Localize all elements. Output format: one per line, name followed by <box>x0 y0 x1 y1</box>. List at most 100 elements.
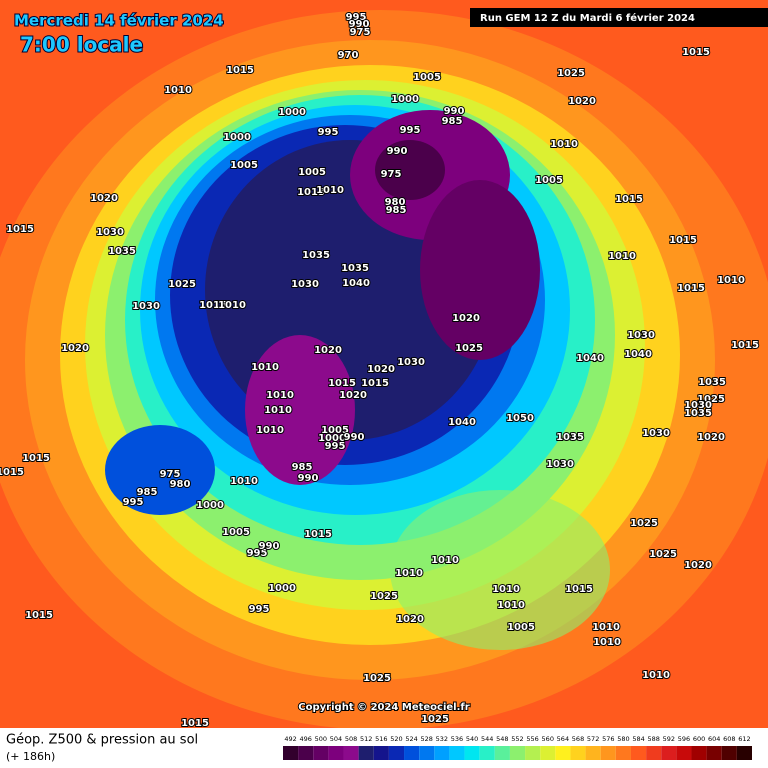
isobar-label: 1020 <box>339 390 367 401</box>
isobar-label: 1005 <box>230 160 258 171</box>
colorbar-tick: 528 <box>421 735 433 743</box>
isobar-label: 1010 <box>266 390 294 401</box>
colorbar-tick: 512 <box>360 735 372 743</box>
isobar-label: 1010 <box>164 85 192 96</box>
isobar-label: 1015 <box>297 187 325 198</box>
colorbar-tick: 584 <box>632 735 644 743</box>
colorbar-swatch <box>388 746 405 760</box>
isobar-label: 1025 <box>630 518 658 529</box>
run-info: Run GEM 12 Z du Mardi 6 février 2024 <box>480 12 695 24</box>
isobar-label: 985 <box>292 462 313 473</box>
isobar-label: 1015 <box>181 718 209 729</box>
isobar-label: 1010 <box>316 185 344 196</box>
isobar-label: 990 <box>387 146 408 157</box>
colorbar-swatch <box>555 746 571 760</box>
isobar-label: 1010 <box>608 251 636 262</box>
isobar-label: 1020 <box>684 560 712 571</box>
isobar-label: 995 <box>249 604 270 615</box>
colorbar-swatch <box>298 746 314 760</box>
colorbar-swatch <box>373 746 389 760</box>
isobar-label: 975 <box>381 169 402 180</box>
isobar-label: 990 <box>259 541 280 552</box>
colorbar-swatch <box>449 746 465 760</box>
isobar-label: 1010 <box>550 139 578 150</box>
colorbar-tick: 564 <box>557 735 569 743</box>
isobar-label: 1015 <box>361 378 389 389</box>
isobar-label: 1035 <box>341 263 369 274</box>
geopotential-field <box>0 10 768 730</box>
isobar-label: 1010 <box>593 637 621 648</box>
colorbar-swatch <box>585 746 601 760</box>
isobar-label: 1005 <box>321 425 349 436</box>
isobar-label: 1030 <box>96 227 124 238</box>
isobar-label: 985 <box>442 116 463 127</box>
isobar-label: 1015 <box>669 235 697 246</box>
isobar-label: 1005 <box>507 622 535 633</box>
isobar-label: 1030 <box>546 459 574 470</box>
colorbar-swatch <box>706 746 722 760</box>
colorbar-swatch <box>646 746 662 760</box>
isobar-label: 1035 <box>684 408 712 419</box>
isobar-label: 970 <box>338 50 359 61</box>
isobar-label: 1005 <box>298 167 326 178</box>
isobar-label: 1030 <box>684 400 712 411</box>
isobar-label: 975 <box>350 27 371 38</box>
legend-lead: (+ 186h) <box>6 750 55 763</box>
isobar-label: 1020 <box>396 614 424 625</box>
isobar-label: 1015 <box>615 194 643 205</box>
colorbar-swatch <box>721 746 737 760</box>
run-banner <box>470 8 768 27</box>
isobar-label: 995 <box>400 125 421 136</box>
isobar-label: 990 <box>444 106 465 117</box>
isobar-label: 1015 <box>682 47 710 58</box>
colorbar-swatch <box>434 746 450 760</box>
colorbar-tick: 532 <box>436 735 448 743</box>
isobar-label: 980 <box>170 479 191 490</box>
isobar-label: 1010 <box>717 275 745 286</box>
colorbar-swatch <box>494 746 510 760</box>
isobar-label: 1000 <box>318 433 346 444</box>
isobar-label: 995 <box>346 12 367 23</box>
isobar-label: 1020 <box>697 432 725 443</box>
isobar-label: 1010 <box>230 476 258 487</box>
isobar-label: 995 <box>325 441 346 452</box>
colorbar-tick: 552 <box>511 735 523 743</box>
isobar-label: 1040 <box>624 349 652 360</box>
isobar-label: 1010 <box>642 670 670 681</box>
isobar-label: 1015 <box>226 65 254 76</box>
colorbar-swatch <box>540 746 556 760</box>
isobar-label: 1025 <box>455 343 483 354</box>
isobar-label: 1040 <box>576 353 604 364</box>
colorbar-swatch <box>358 746 374 760</box>
isobar-label: 1010 <box>492 584 520 595</box>
isobar-label: 1010 <box>431 555 459 566</box>
colorbar-tick: 544 <box>481 735 493 743</box>
isobar-label: 1035 <box>302 250 330 261</box>
colorbar-swatch <box>661 746 677 760</box>
isobar-label: 1015 <box>199 300 227 311</box>
colorbar-tick: 572 <box>587 735 599 743</box>
isobar-label: 1025 <box>557 68 585 79</box>
isobar-labels: 1015101010009951000100510051015101010201… <box>0 11 760 730</box>
isobar-label: 1020 <box>367 364 395 375</box>
isobar-label: 990 <box>298 473 319 484</box>
colorbar-tick: 592 <box>663 735 675 743</box>
isobar-label: 1005 <box>535 175 563 186</box>
colorbar-tick: 560 <box>542 735 554 743</box>
isobar-label: 1030 <box>291 279 319 290</box>
colorbar-tick: 588 <box>647 735 659 743</box>
colorbar-swatch <box>509 746 526 760</box>
colorbar-swatch <box>328 746 344 760</box>
isobar-label: 1000 <box>196 500 224 511</box>
isobar-label: 1035 <box>556 432 584 443</box>
isobar-label: 1030 <box>397 357 425 368</box>
colorbar-tick: 608 <box>723 735 735 743</box>
isobar-label: 1015 <box>304 529 332 540</box>
isobar-label: 1000 <box>278 107 306 118</box>
isobar-label: 1025 <box>370 591 398 602</box>
colorbar: 492 496 500 504 508 512 516 520 524 528 532 536 540 5… <box>283 735 752 760</box>
colorbar-tick: 500 <box>315 735 327 743</box>
isobar-label: 1015 <box>0 467 24 478</box>
colorbar-tick: 600 <box>693 735 705 743</box>
